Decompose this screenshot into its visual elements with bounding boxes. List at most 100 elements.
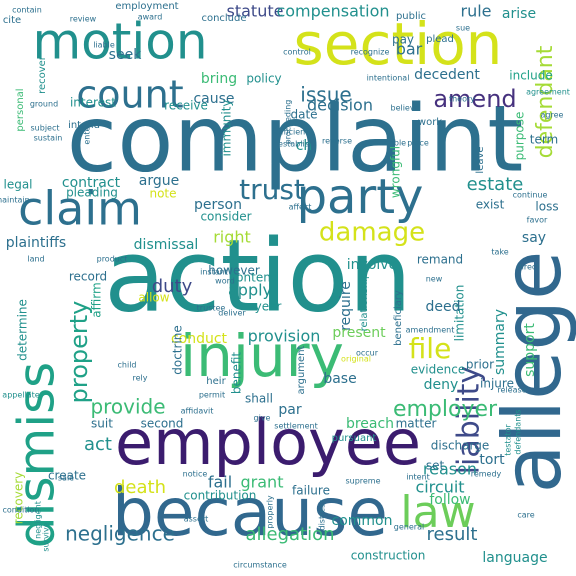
- word-ch: ch: [296, 138, 313, 154]
- word-however: however: [208, 264, 260, 278]
- word-file: file: [409, 332, 452, 365]
- word-evidence: evidence: [411, 363, 465, 377]
- word-negligence: negligence: [65, 522, 175, 546]
- word-intend: intend: [68, 120, 100, 131]
- word-liable: liable: [93, 41, 115, 50]
- word-immunity: immunity: [220, 99, 234, 156]
- word-year: year: [255, 300, 282, 314]
- word-trustee: trustee: [197, 304, 226, 313]
- word-distress: distress: [318, 500, 327, 531]
- word-dismissal: dismissal: [134, 237, 199, 253]
- word-determine: determine: [16, 299, 30, 361]
- word-grant: grant: [241, 473, 284, 492]
- word-create: create: [48, 469, 86, 483]
- word-sufficient: sufficient: [272, 128, 309, 137]
- word-pleading: pleading: [66, 186, 118, 200]
- word-child: child: [118, 361, 137, 370]
- word-word: word: [215, 277, 235, 286]
- word-person: person: [194, 197, 242, 213]
- word-recover: recover: [37, 55, 48, 94]
- word-motion: motion: [32, 13, 207, 71]
- word-fail: fail: [208, 473, 232, 492]
- word-employee: employee: [115, 406, 421, 479]
- word-sustain: sustain: [34, 134, 63, 143]
- word-result: result: [427, 524, 478, 545]
- word-place: place: [407, 139, 429, 148]
- word-language: language: [482, 550, 547, 566]
- word-employment: employment: [115, 1, 178, 12]
- word-recovery: recovery: [12, 472, 26, 525]
- word-damage: damage: [319, 218, 425, 248]
- word-deny: deny: [424, 377, 459, 393]
- word-exist: exist: [476, 198, 505, 212]
- word-proceeding: proceeding: [284, 100, 293, 145]
- word-work: work: [418, 117, 442, 128]
- word-contain: contain: [12, 6, 42, 15]
- word-argue: argue: [139, 173, 179, 189]
- word-affirm: affirm: [90, 282, 104, 317]
- word-action: action: [104, 217, 412, 334]
- word-conduct: conduct: [171, 331, 228, 347]
- word-set: set: [426, 459, 445, 473]
- word-leave: leave: [475, 146, 486, 173]
- word-include: include: [509, 69, 552, 83]
- word-note: note: [149, 187, 176, 201]
- word-summary: summary: [492, 309, 508, 375]
- word-prior: prior: [466, 358, 494, 372]
- word-believe: believe: [390, 104, 419, 113]
- word-amendment: amendment: [406, 326, 455, 335]
- word-count: count: [76, 73, 183, 117]
- word-amend: amend: [433, 85, 516, 113]
- word-matter: matter: [396, 417, 437, 431]
- word-land: land: [27, 255, 44, 264]
- word-date: date: [290, 108, 317, 122]
- word-tort: tort: [479, 452, 505, 468]
- word-negligent: negligent: [34, 501, 43, 539]
- word-continue: continue: [513, 191, 548, 200]
- word-agreement: agreement: [526, 88, 570, 97]
- word-statute: statute: [227, 2, 284, 21]
- word-theory: theory: [449, 95, 475, 104]
- word-release: release: [497, 386, 526, 395]
- word-beneficiary: beneficiary: [393, 290, 404, 346]
- word-maintain: maintain: [0, 196, 30, 205]
- word-arise: arise: [502, 6, 536, 22]
- word-require: require: [338, 281, 354, 331]
- word-involve: involve: [347, 257, 397, 273]
- word-rely: rely: [133, 374, 148, 383]
- word-circuit: circuit: [415, 478, 464, 497]
- word-apply: apply: [228, 281, 272, 300]
- word-shall: shall: [245, 392, 273, 406]
- word-bring: bring: [201, 71, 237, 87]
- word-receive: receive: [164, 99, 208, 113]
- word-doctrine: doctrine: [171, 325, 185, 375]
- word-product: product: [97, 255, 128, 264]
- word-heir: heir: [206, 376, 226, 387]
- word-consider: consider: [200, 210, 251, 224]
- word-deed: deed: [426, 299, 461, 315]
- word-plaintiffs: plaintiffs: [6, 235, 66, 251]
- word-intent: intent: [406, 473, 430, 482]
- word-general: general: [394, 523, 424, 532]
- word-interest: interest: [70, 96, 116, 110]
- word-support: support: [522, 323, 538, 377]
- word-public: public: [396, 11, 426, 22]
- word-affidavit: affidavit: [181, 407, 214, 416]
- word-provision: provision: [248, 327, 321, 346]
- word-personal: personal: [15, 88, 26, 131]
- word-legal: legal: [3, 178, 32, 192]
- word-defendant: defendant: [533, 45, 558, 158]
- word-settlement: settlement: [274, 422, 317, 431]
- word-pursuant: pursuant: [332, 433, 377, 444]
- word-conclude: conclude: [201, 13, 246, 24]
- word-appellate: appellate: [2, 391, 39, 400]
- word-original: original: [341, 355, 371, 364]
- word-common: common: [332, 513, 393, 529]
- word-policy: policy: [246, 72, 281, 86]
- word-establish: establish: [278, 140, 314, 149]
- word-enter: enter: [83, 123, 92, 145]
- word-law: law: [400, 487, 475, 538]
- word-term: term: [530, 133, 559, 147]
- word-benefit: benefit: [230, 352, 244, 395]
